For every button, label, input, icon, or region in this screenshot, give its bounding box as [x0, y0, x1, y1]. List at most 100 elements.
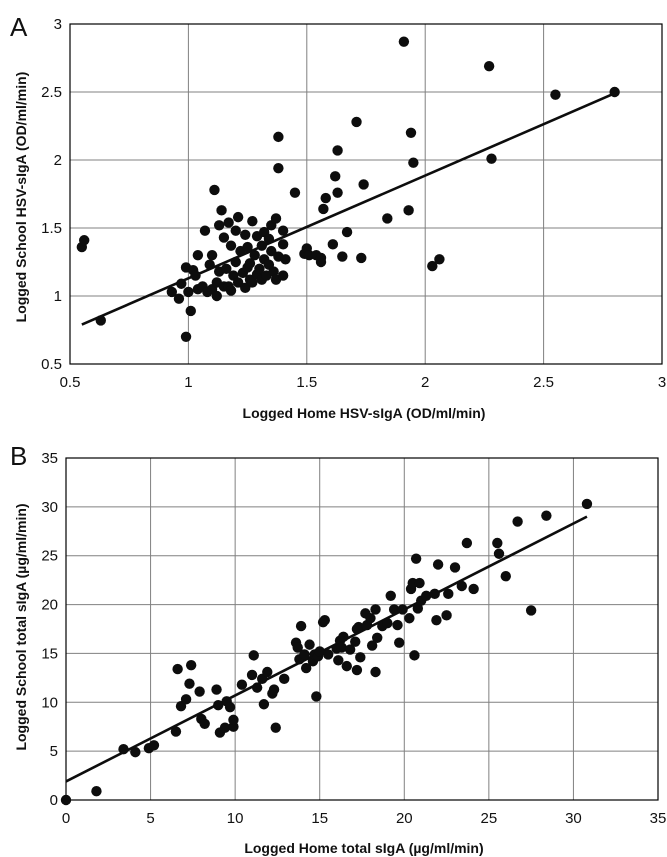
panel-a-data-point: [483, 60, 495, 72]
panel-a-data-point: [405, 127, 417, 138]
panel-a-data-point: [303, 250, 315, 261]
panel-a-trendline: [81, 92, 616, 326]
panel-a-data-point: [244, 258, 256, 269]
panel-a-data-point: [320, 192, 331, 204]
panel-a-data-point: [256, 240, 268, 251]
panel-b-data-point: [441, 610, 452, 621]
panel-a-data-point: [263, 233, 275, 245]
panel-b-data-point: [392, 619, 403, 631]
panel-b-data-point: [248, 650, 259, 661]
panel-b-data-point: [262, 666, 273, 678]
panel-a-data-point: [337, 251, 348, 262]
panel-b-data-point: [443, 588, 454, 600]
panel-a-data-point: [249, 250, 260, 261]
panel-a-data-point: [332, 145, 343, 156]
panel-a-x-tick-label: 1.5: [296, 374, 317, 391]
panel-a-data-point: [242, 241, 253, 253]
panel-b-y-tick-label: 0: [50, 792, 58, 809]
panel-b-data-point: [270, 722, 281, 733]
panel-b-data-point: [211, 684, 222, 695]
panel-a-data-point: [268, 266, 279, 277]
panel-b-data-point: [246, 669, 258, 681]
panel-b-data-point: [213, 700, 224, 711]
panel-a-data-point: [408, 157, 419, 168]
panel-a-data-point: [213, 220, 225, 231]
panel-b-data-point: [344, 644, 356, 655]
panel-b-chart: B 0 5 10 15 20 25 30 35 0 5 10 15 20 25 30 35 Logged H…: [10, 441, 666, 856]
panel-a-data-point: [277, 270, 289, 281]
panel-b-y-tick-label: 35: [41, 450, 58, 467]
panel-a-data-point: [247, 216, 258, 227]
panel-b-data-point: [388, 604, 400, 615]
panel-a-data-point: [199, 225, 211, 236]
panel-a-data-point: [230, 256, 241, 268]
panel-b-data-point: [118, 743, 129, 755]
panel-b-data-point: [431, 615, 442, 626]
panel-b-data-point: [432, 559, 444, 570]
panel-a-y-tick-label: 1: [54, 288, 62, 305]
panel-b-data-point: [412, 603, 424, 614]
panel-b-x-tick-label: 20: [396, 810, 413, 827]
panel-a-letter: A: [10, 12, 28, 42]
panel-b-data-point: [322, 649, 334, 660]
panel-b-data-point: [130, 746, 141, 758]
panel-a-data-point: [332, 187, 343, 198]
panel-b-data-point: [292, 642, 303, 653]
panel-b-data-point: [299, 649, 310, 660]
panel-b-data-point: [581, 498, 593, 510]
panel-a-data-point: [273, 131, 284, 143]
panel-b-data-point: [60, 794, 72, 806]
panel-a-data-point: [176, 278, 187, 289]
panel-a-data-point: [289, 187, 301, 198]
panel-b-data-point: [341, 660, 352, 672]
panel-a-data-point: [403, 205, 414, 216]
panel-b-data-point: [365, 613, 376, 624]
panel-a-data-point: [225, 285, 237, 296]
panel-b-letter: B: [10, 441, 27, 471]
panel-b-data-point: [414, 577, 425, 589]
panel-b-data-point: [421, 590, 432, 601]
panel-b-trendline: [65, 515, 588, 783]
panel-a-data-point: [218, 232, 230, 243]
panel-b-data-point: [333, 655, 344, 666]
panel-a-data-point: [185, 305, 196, 317]
panel-b-data-point: [224, 701, 236, 713]
panel-b-data-point: [194, 686, 205, 697]
panel-a-data-point: [266, 245, 277, 257]
panel-b-data-point: [199, 718, 210, 729]
panel-b-data-point: [370, 666, 381, 678]
panel-a-data-point: [434, 254, 445, 265]
panel-b-data-point: [492, 537, 503, 549]
panel-b-data-point: [468, 583, 479, 595]
panel-a-data-point: [192, 250, 204, 261]
panel-b-data-point: [382, 617, 393, 629]
panel-b-data-point: [172, 663, 183, 675]
panel-b-data-point: [351, 623, 363, 635]
panel-b-y-tick-label: 15: [41, 645, 58, 662]
panel-b-data-point: [219, 722, 231, 733]
panel-a-data-point: [351, 116, 362, 128]
panel-b-data-point: [404, 613, 415, 624]
panel-b-y-tick-label: 10: [41, 694, 58, 711]
panel-b-x-tick-label: 25: [481, 810, 498, 827]
panel-a-data-point: [166, 286, 178, 298]
panel-a-data-point: [221, 263, 232, 274]
panel-b-data-point: [314, 646, 325, 657]
panel-a-data-point: [247, 277, 258, 288]
panel-b-data-point: [236, 679, 248, 690]
panel-b-y-tick-label: 25: [41, 548, 58, 565]
panel-b-data-point: [268, 684, 280, 695]
panel-a-data-point: [183, 286, 194, 298]
panel-a-data-point: [327, 239, 339, 250]
panel-a-data-point: [427, 260, 438, 272]
panel-b-data-point: [525, 605, 537, 616]
panel-b-y-tick-label: 30: [41, 499, 58, 516]
panel-b-data-point: [410, 553, 422, 564]
panel-a-y-tick-label: 2.5: [41, 84, 62, 101]
panel-a-data-point: [277, 225, 289, 236]
panel-a-data-point: [230, 225, 241, 236]
panel-b-x-tick-label: 0: [62, 810, 70, 827]
panel-b-data-point: [385, 590, 396, 601]
panel-a-plot-frame: [69, 23, 663, 365]
panel-a-data-point: [79, 235, 90, 246]
